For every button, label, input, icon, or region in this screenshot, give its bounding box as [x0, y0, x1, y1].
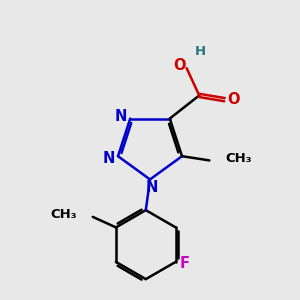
- Text: CH₃: CH₃: [50, 208, 77, 221]
- Text: O: O: [227, 92, 240, 107]
- Text: F: F: [180, 256, 190, 272]
- Text: CH₃: CH₃: [225, 152, 252, 165]
- Text: N: N: [103, 151, 115, 166]
- Text: O: O: [173, 58, 185, 74]
- Text: N: N: [146, 179, 158, 194]
- Text: N: N: [115, 109, 127, 124]
- Text: H: H: [195, 45, 206, 58]
